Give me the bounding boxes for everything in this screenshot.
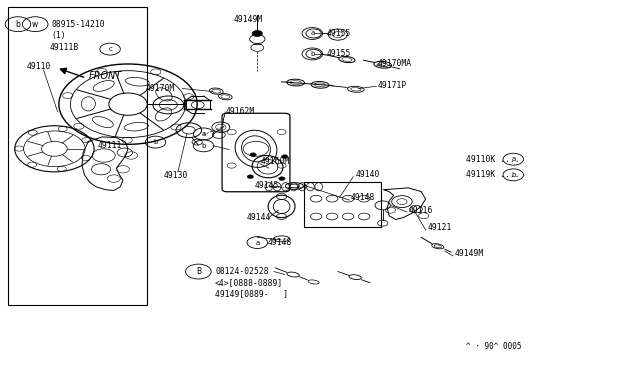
FancyBboxPatch shape [222,113,290,192]
Text: b: b [154,139,157,145]
Text: c: c [108,46,112,52]
Text: 08915-14210: 08915-14210 [51,20,105,29]
Text: w: w [32,20,38,29]
Circle shape [247,175,253,179]
Text: b: b [310,51,314,57]
Text: b: b [511,172,515,178]
Text: 49162M: 49162M [225,107,255,116]
Text: 49170MA: 49170MA [378,59,412,68]
Text: 49111: 49111 [97,141,122,150]
Text: 49140: 49140 [355,170,380,179]
Text: 49119K ....: 49119K .... [466,170,520,179]
Text: 49130: 49130 [163,171,188,180]
Text: 49144: 49144 [246,213,271,222]
Text: 49160M: 49160M [261,157,291,166]
Text: 49110: 49110 [27,62,51,71]
Text: 49148: 49148 [268,238,292,247]
Text: 08124-02528: 08124-02528 [215,267,269,276]
Text: 49121: 49121 [428,223,452,232]
Text: 49148: 49148 [351,193,375,202]
Text: <4>[0888-0889]: <4>[0888-0889] [215,278,284,287]
Text: 49111B: 49111B [50,43,79,52]
Text: 49145: 49145 [255,182,279,190]
Text: 49116: 49116 [408,206,433,215]
Text: b: b [202,143,205,149]
Text: FRONT: FRONT [88,71,122,81]
Text: a: a [202,131,205,137]
Text: 49110K ....: 49110K .... [466,155,520,164]
Text: 49155: 49155 [326,49,351,58]
Text: a: a [310,31,314,36]
Text: b: b [15,20,20,29]
Text: (1): (1) [51,31,66,40]
Bar [304,182,381,227]
Circle shape [252,31,262,36]
Text: 49171P: 49171P [378,81,407,90]
Bar [8,7,147,305]
Text: B: B [196,267,201,276]
Circle shape [278,177,285,180]
Text: 49149M: 49149M [454,249,484,258]
Circle shape [250,153,257,157]
Text: a: a [511,156,515,162]
Circle shape [282,155,288,158]
Text: 49149[0889-   ]: 49149[0889- ] [215,289,288,298]
Text: 49155: 49155 [326,29,351,38]
Text: 49170M: 49170M [146,84,175,93]
Text: a: a [255,240,259,246]
Text: ^ · 90^ 0005: ^ · 90^ 0005 [466,342,522,351]
Text: 49149M: 49149M [234,15,263,24]
